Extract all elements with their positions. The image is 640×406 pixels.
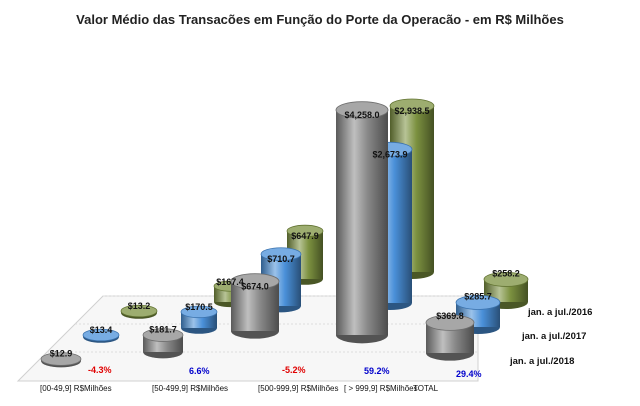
bar-top xyxy=(260,247,302,261)
bar-top xyxy=(142,328,184,342)
bar-top xyxy=(389,98,435,114)
data-label: $181.7 xyxy=(149,325,177,335)
data-label: $2,938.5 xyxy=(394,106,429,116)
bar-0-0 xyxy=(120,304,158,319)
x-tick-label: [50-499,9] R$Milhões xyxy=(152,384,228,393)
bar-2-2 xyxy=(230,273,280,339)
bar-top xyxy=(483,271,529,287)
bar-1-0 xyxy=(82,328,120,343)
bar-body xyxy=(336,110,388,335)
series-label: jan. a jul./2017 xyxy=(521,331,586,342)
bar-1-1 xyxy=(180,305,218,334)
bar-top xyxy=(82,328,120,342)
variation-label: -4.3% xyxy=(88,365,112,375)
data-label: $647.9 xyxy=(291,231,319,241)
x-tick-label: [00-49,9] R$Milhões xyxy=(40,384,112,393)
bar-2-0 xyxy=(40,352,82,368)
bar-1-4 xyxy=(455,295,501,335)
x-tick-label: TOTAL xyxy=(413,384,439,393)
variation-label: -5.2% xyxy=(282,365,306,375)
x-tick-label: [500-999,9] R$Milhões xyxy=(258,384,339,393)
bar-top xyxy=(455,295,501,310)
data-label: $167.4 xyxy=(216,277,244,287)
bar-top xyxy=(120,304,158,318)
bar-top xyxy=(425,314,475,331)
chart-title: Valor Médio das Transacões em Função do … xyxy=(76,12,564,27)
series-label: jan. a jul./2016 xyxy=(527,307,592,318)
x-tick-label: [ > 999,9] R$Milhões xyxy=(344,384,418,393)
bar-2-3 xyxy=(335,101,389,344)
data-label: $2,673.9 xyxy=(372,149,407,159)
data-label: $369.8 xyxy=(436,311,464,321)
bar-top xyxy=(335,101,389,119)
labels-layer: $13.2 $167.4 $647.9 $2,938.5 $258.2 $13.4 $170… xyxy=(40,106,592,393)
variation-label: 6.6% xyxy=(189,366,210,376)
bar-top xyxy=(40,352,82,366)
data-label: $13.2 xyxy=(128,301,151,311)
data-label: $13.4 xyxy=(90,325,113,335)
bar-top xyxy=(230,273,280,290)
data-label: $4,258.0 xyxy=(344,110,379,120)
data-label: $674.0 xyxy=(241,281,269,291)
bars-layer xyxy=(40,98,529,368)
bar-body xyxy=(231,281,279,331)
variation-label: 59.2% xyxy=(364,366,390,376)
data-label: $258.2 xyxy=(492,268,520,278)
data-label: $285.7 xyxy=(464,291,492,301)
bar-2-1 xyxy=(142,328,184,359)
bar-top xyxy=(180,305,218,319)
bar-2-4 xyxy=(425,314,475,361)
data-label: $710.7 xyxy=(267,254,295,264)
variation-label: 29.4% xyxy=(456,369,482,379)
bar-top xyxy=(286,224,324,238)
data-label: $170.5 xyxy=(185,302,213,312)
data-label: $12.9 xyxy=(50,349,73,359)
series-label: jan. a jul./2018 xyxy=(509,356,574,367)
